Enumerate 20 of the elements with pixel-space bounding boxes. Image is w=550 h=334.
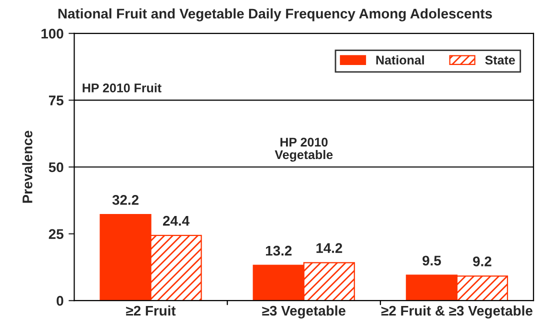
x-tick-label: ≥2 Fruit & ≥3 Vegetable — [381, 305, 532, 318]
data-label: 32.2 — [112, 195, 138, 205]
data-label: 9.5 — [422, 256, 441, 266]
data-label: 9.2 — [473, 256, 492, 266]
x-tick-label: ≥3 Vegetable — [262, 305, 346, 318]
y-axis-title: Prevalence — [22, 130, 32, 203]
data-label: 24.4 — [163, 216, 190, 226]
y-tick-label: 0 — [56, 296, 64, 306]
ref-line-label: HP 2010 Fruit — [82, 83, 162, 92]
y-tick-label: 100 — [42, 28, 64, 39]
y-tick-label: 50 — [48, 162, 64, 172]
x-tick-label: ≥2 Fruit — [126, 305, 176, 316]
y-tick-label: 25 — [48, 229, 64, 239]
chart-title: National Fruit and Vegetable Daily Frequency Among Adolescents — [58, 8, 492, 22]
legend-label: National — [376, 55, 424, 65]
y-tick-label: 75 — [48, 96, 64, 106]
ref-line-label: HP 2010 Vegetable — [274, 138, 333, 162]
data-label: 14.2 — [316, 243, 342, 253]
legend-label: State — [485, 56, 515, 65]
data-label: 13.2 — [266, 246, 292, 256]
